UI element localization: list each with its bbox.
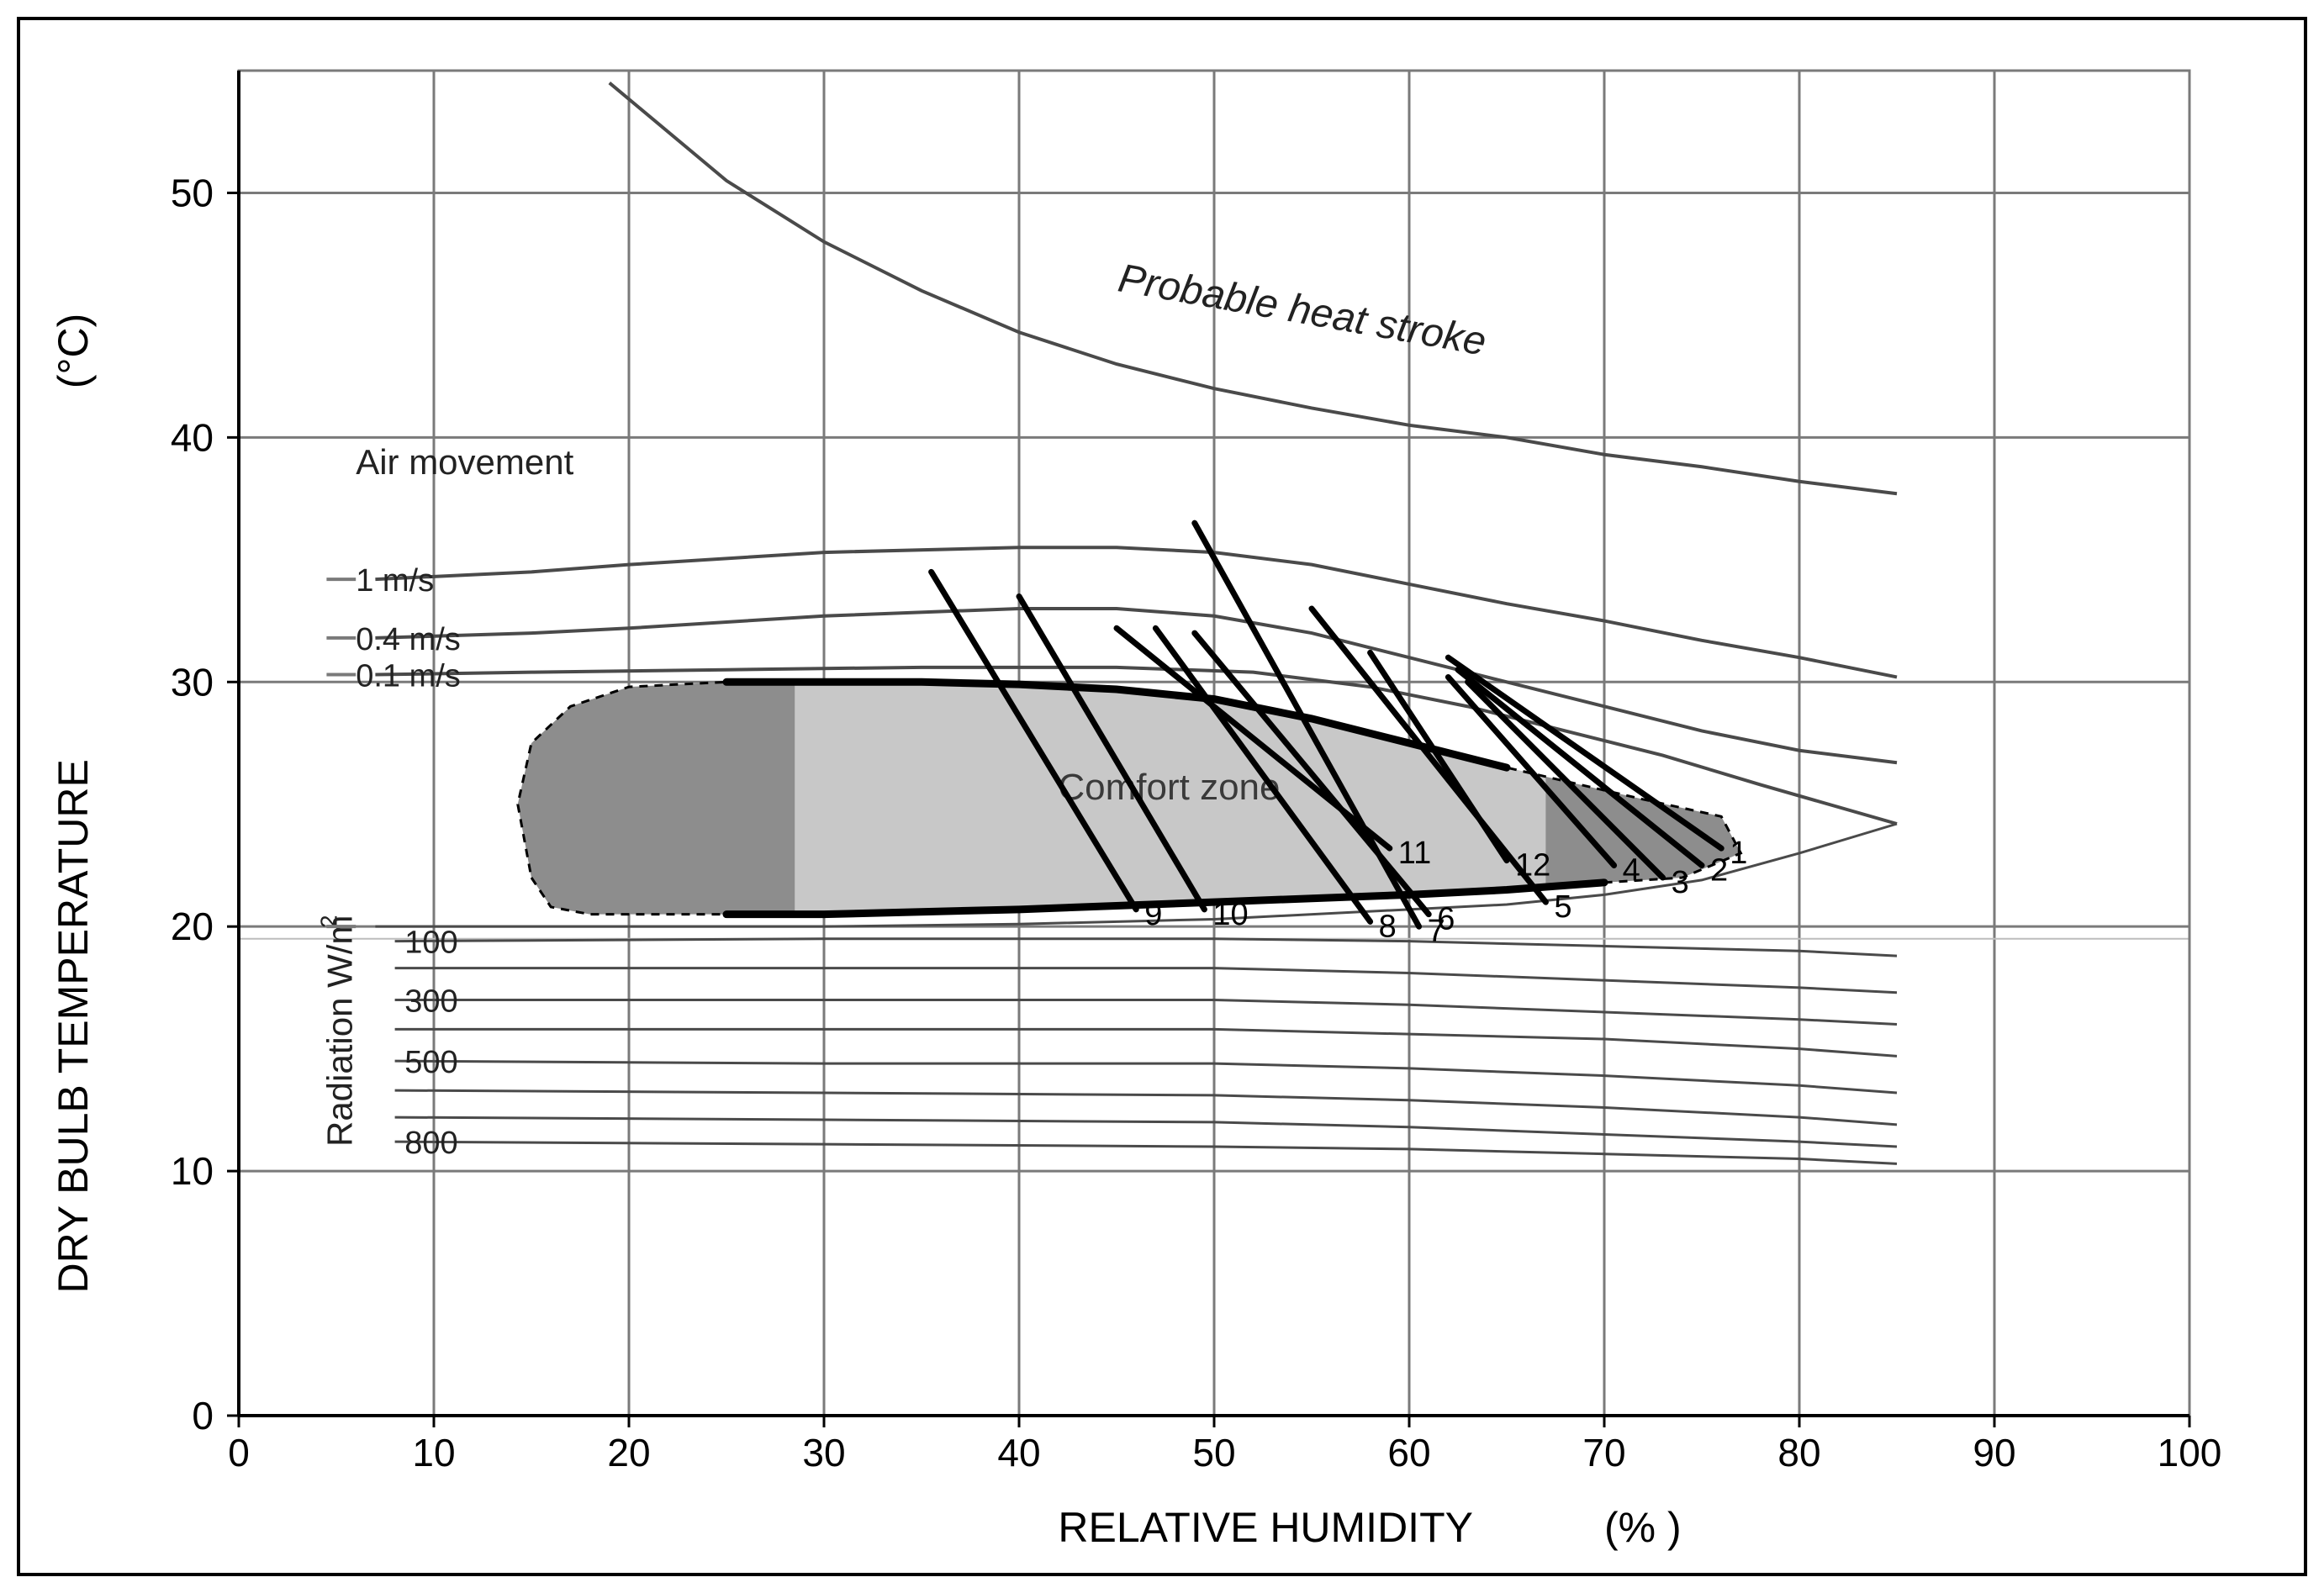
comfort-label: Comfort zone xyxy=(1058,767,1280,808)
y-label: DRY BULB TEMPERATURE xyxy=(50,759,97,1293)
y-tick: 30 xyxy=(171,660,214,704)
x-tick: 50 xyxy=(1192,1431,1235,1474)
air-label: Air movement xyxy=(356,442,573,482)
y-tick: 20 xyxy=(171,905,214,948)
overlay-line-label: 12 xyxy=(1515,848,1550,884)
x-tick: 40 xyxy=(997,1431,1040,1474)
x-label: RELATIVE HUMIDITY xyxy=(1058,1504,1473,1551)
x-tick: 70 xyxy=(1582,1431,1625,1474)
overlay-line-label: 4 xyxy=(1623,852,1640,888)
x-unit: (% ) xyxy=(1604,1504,1682,1551)
y-tick: 50 xyxy=(171,171,214,214)
overlay-line-label: 7 xyxy=(1428,914,1445,949)
y-tick: 0 xyxy=(192,1394,214,1437)
bioclimatic-chart: Comfort zone100300500800Radiation W/m2Ai… xyxy=(20,20,2304,1573)
radiation-tick: 500 xyxy=(404,1045,457,1080)
overlay-line-label: 3 xyxy=(1672,865,1689,900)
radiation-tick: 300 xyxy=(404,984,457,1019)
x-tick: 80 xyxy=(1777,1431,1820,1474)
radiation-tick: 100 xyxy=(404,926,457,961)
x-tick: 60 xyxy=(1387,1431,1430,1474)
y-unit: (°C) xyxy=(50,314,97,388)
y-tick: 10 xyxy=(171,1149,214,1193)
overlay-line-label: 9 xyxy=(1144,897,1162,932)
x-tick: 10 xyxy=(412,1431,455,1474)
x-tick: 30 xyxy=(802,1431,845,1474)
air-curve-label: 1 m/s xyxy=(356,563,434,599)
chart-frame: Comfort zone100300500800Radiation W/m2Ai… xyxy=(17,17,2307,1576)
overlay-line-label: 8 xyxy=(1379,909,1397,944)
overlay-line-label: 2 xyxy=(1710,852,1728,888)
x-tick: 100 xyxy=(2158,1431,2222,1474)
overlay-line-label: 5 xyxy=(1554,889,1571,925)
x-tick: 90 xyxy=(1973,1431,2015,1474)
overlay-line-label: 10 xyxy=(1212,897,1248,932)
radiation-label: Radiation W/m xyxy=(320,915,360,1147)
air-curve-label: 0.1 m/s xyxy=(356,659,461,694)
air-curve-label: 0.4 m/s xyxy=(356,622,461,657)
y-tick: 40 xyxy=(171,415,214,459)
radiation-tick: 800 xyxy=(404,1126,457,1161)
overlay-line-label: 1 xyxy=(1730,836,1747,871)
x-tick: 20 xyxy=(607,1431,650,1474)
overlay-line-label: 11 xyxy=(1398,836,1431,871)
x-tick: 0 xyxy=(228,1431,250,1474)
